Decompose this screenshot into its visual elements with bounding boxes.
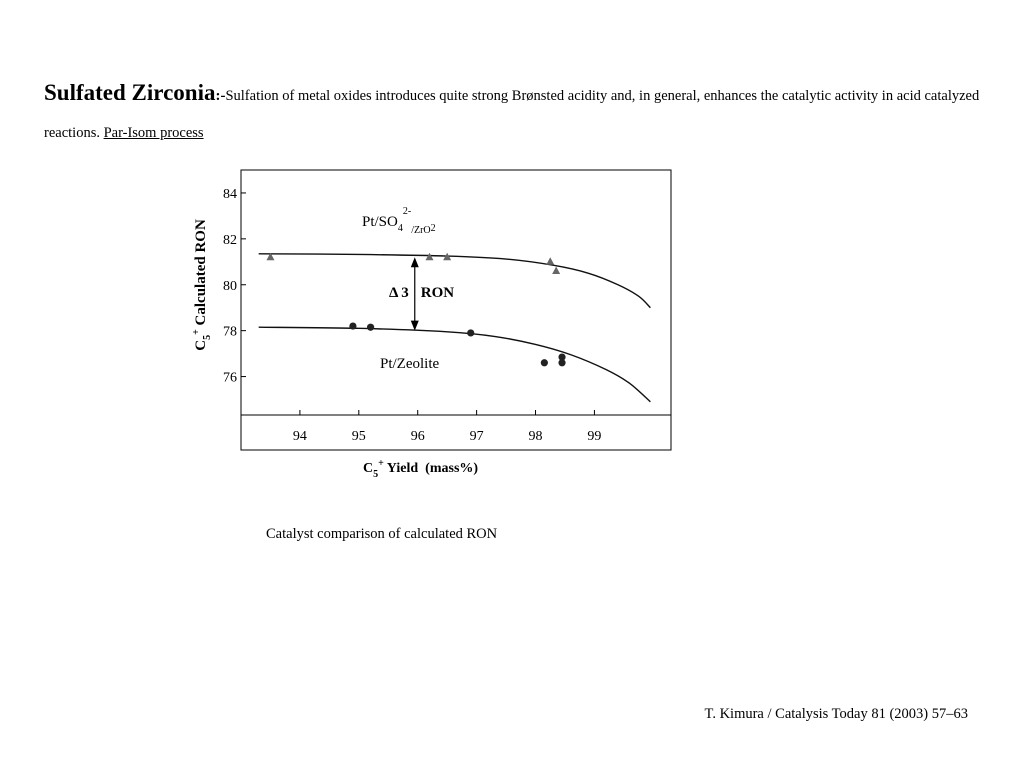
slide-paragraph: Sulfated Zirconia:-Sulfation of metal ox… <box>44 74 984 152</box>
circle-marker <box>366 323 375 331</box>
series-curve <box>258 326 651 403</box>
arrow-head-up <box>410 257 419 268</box>
triangle-marker <box>443 252 452 261</box>
slide-title: Sulfated Zirconia <box>44 80 216 105</box>
y-tick-label: 84 <box>223 187 237 202</box>
figure-caption: Catalyst comparison of calculated RON <box>266 526 498 542</box>
label-part: 2 <box>431 223 436 234</box>
x-axis-ticks: 94 95 96 97 98 99 <box>293 410 601 444</box>
ron-label: RON <box>421 285 455 301</box>
label-part: 5 <box>373 469 378 480</box>
label-part: Pt/SO <box>362 214 398 230</box>
data-markers <box>266 252 566 367</box>
x-axis-title: C5+ Yield (mass%) <box>363 458 478 480</box>
series-curve <box>258 253 651 309</box>
label-part: + <box>378 458 384 469</box>
label-part: C <box>193 340 209 351</box>
label-part: /ZrO <box>411 225 430 236</box>
x-tick-label: 96 <box>411 429 425 444</box>
triangle-marker <box>266 252 275 261</box>
x-tick-label: 97 <box>470 429 484 444</box>
circle-marker <box>558 359 566 367</box>
label-part: Yield (mass%) <box>384 461 479 476</box>
y-tick-label: 80 <box>223 279 237 294</box>
triangle-marker <box>546 257 555 265</box>
delta-annotation: Δ 3 RON <box>389 257 455 331</box>
triangle-marker <box>552 266 561 274</box>
label-part: Calculated RON <box>193 219 209 329</box>
y-axis-ticks: 76 78 80 82 84 <box>223 187 246 386</box>
label-part: 4 <box>398 223 403 234</box>
series-labels: Pt/SO42-/ZrO2 Pt/Zeolite <box>362 206 440 372</box>
y-tick-label: 82 <box>223 233 237 248</box>
circle-marker <box>540 359 548 367</box>
x-axis-label: C5+ Yield (mass%) <box>363 458 478 480</box>
fitted-curves <box>258 253 651 403</box>
label-part: 5 <box>202 335 213 340</box>
triangle-marker <box>425 252 434 261</box>
title-separator: :- <box>215 88 226 104</box>
series-label-sulfated-zirconia: Pt/SO42-/ZrO2 <box>362 206 436 236</box>
slide-body-text: Sulfation of metal oxides introduces qui… <box>44 88 980 141</box>
x-tick-label: 95 <box>352 429 366 444</box>
delta-label: Δ 3 <box>389 285 409 301</box>
plot-frame <box>240 169 672 451</box>
x-tick-label: 94 <box>293 429 307 444</box>
y-axis-label: C5+ Calculated RON <box>191 219 213 351</box>
x-tick-label: 98 <box>529 429 543 444</box>
y-tick-label: 78 <box>223 325 237 340</box>
x-tick-label: 99 <box>587 429 601 444</box>
y-tick-label: 76 <box>223 371 237 386</box>
series-label-zeolite: Pt/Zeolite <box>380 356 440 372</box>
circle-marker <box>349 322 357 330</box>
label-part: 2- <box>403 206 411 217</box>
citation: T. Kimura / Catalysis Today 81 (2003) 57… <box>704 706 968 722</box>
label-part: C <box>363 461 373 476</box>
circle-marker <box>467 329 475 337</box>
arrow-head-down <box>410 320 419 331</box>
label-part: + <box>191 329 202 335</box>
par-isom-process-link[interactable]: Par-Isom process <box>103 125 204 141</box>
circle-marker <box>558 353 566 361</box>
y-axis-title: C5+ Calculated RON <box>191 219 213 351</box>
